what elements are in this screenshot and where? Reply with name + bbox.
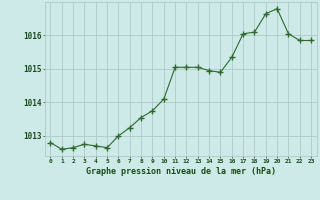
X-axis label: Graphe pression niveau de la mer (hPa): Graphe pression niveau de la mer (hPa) [86,167,276,176]
